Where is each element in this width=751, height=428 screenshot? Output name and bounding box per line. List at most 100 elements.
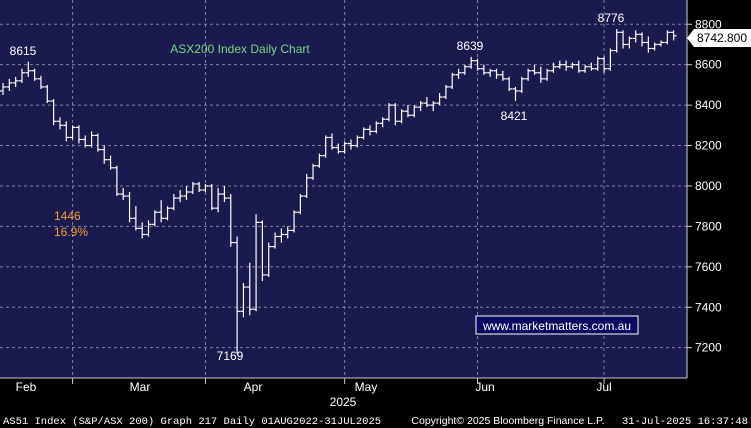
- ohlc-bar: [291, 210, 298, 233]
- ohlc-bar: [265, 242, 272, 277]
- ohlc-bar: [316, 153, 323, 168]
- ohlc-bar: [303, 173, 310, 199]
- ohlc-bar: [126, 192, 133, 223]
- ohlc-bar: [259, 220, 266, 281]
- y-tick-label: 8800: [695, 17, 722, 31]
- ohlc-bar: [563, 60, 570, 71]
- ohlc-bar: [145, 220, 152, 237]
- ohlc-bar: [385, 103, 392, 122]
- ohlc-bar: [442, 84, 449, 100]
- ohlc-bar: [544, 68, 551, 81]
- footer-center: Copyright© 2025 Bloomberg Finance L.P.: [411, 415, 604, 427]
- y-tick-label: 8200: [695, 139, 722, 153]
- y-tick-label: 8000: [695, 179, 722, 193]
- ohlc-bar: [493, 68, 500, 79]
- x-tick-label: Jun: [475, 380, 494, 394]
- ohlc-bar: [392, 103, 399, 126]
- ohlc-bar: [284, 226, 291, 239]
- ohlc-bar: [354, 135, 361, 148]
- ohlc-bars: [0, 29, 677, 354]
- ohlc-bar: [50, 99, 57, 126]
- ohlc-bar: [360, 127, 367, 140]
- ohlc-bar: [423, 97, 430, 108]
- ohlc-bar: [613, 29, 620, 53]
- ohlc-bar: [417, 101, 424, 112]
- footer-bar: [0, 410, 751, 428]
- ohlc-bar: [404, 105, 411, 118]
- watermark-text: www.marketmatters.com.au: [482, 319, 631, 333]
- ohlc-bar: [329, 133, 336, 150]
- ohlc-bar: [63, 121, 70, 142]
- ohlc-bar: [449, 72, 456, 89]
- ohlc-bar: [221, 185, 228, 203]
- year-label: 2025: [330, 395, 357, 409]
- annotation-drop-pct: 16.9%: [54, 225, 88, 239]
- annotation-low-jun: 8421: [501, 109, 528, 123]
- ohlc-bar: [556, 60, 563, 69]
- last-price-label: 8742.800: [697, 31, 747, 45]
- ohlc-bar: [170, 194, 177, 211]
- ohlc-bar: [588, 62, 595, 71]
- ohlc-bar: [101, 145, 108, 164]
- ohlc-bar: [626, 36, 633, 49]
- ohlc-bar: [44, 84, 51, 104]
- ohlc-bar: [639, 32, 646, 47]
- ohlc-bar: [246, 262, 253, 316]
- ohlc-bar: [651, 42, 658, 51]
- ohlc-bar: [506, 76, 513, 91]
- y-tick-label: 8600: [695, 58, 722, 72]
- ohlc-bar: [594, 56, 601, 71]
- ohlc-bar: [632, 30, 639, 43]
- x-axis-ticks: Feb Mar Apr May Jun Jul: [16, 378, 612, 394]
- ohlc-bar: [177, 190, 184, 203]
- y-tick-label: 7600: [695, 260, 722, 274]
- ohlc-bar: [6, 78, 13, 91]
- ohlc-bar: [240, 282, 247, 318]
- ohlc-bar: [512, 86, 519, 101]
- ohlc-bar: [234, 236, 241, 354]
- x-tick-label: Mar: [130, 380, 151, 394]
- ohlc-bar: [151, 210, 158, 227]
- ohlc-bar: [341, 141, 348, 154]
- ohlc-bar: [582, 64, 589, 73]
- ohlc-bar: [139, 222, 146, 239]
- ohlc-bar: [607, 48, 614, 71]
- x-tick-label: Jul: [596, 380, 611, 394]
- ohlc-bar: [196, 181, 203, 193]
- ohlc-bar: [658, 40, 665, 47]
- ohlc-bar: [645, 36, 652, 53]
- ohlc-bar: [322, 135, 329, 158]
- ohlc-bar: [347, 139, 354, 150]
- ohlc-bar: [12, 76, 19, 87]
- ohlc-bar: [94, 133, 101, 152]
- ohlc-bar: [56, 117, 63, 130]
- annotation-high-jul: 8776: [598, 11, 625, 25]
- annotation-drop-points: 1446: [54, 209, 81, 223]
- ohlc-bar: [183, 185, 190, 201]
- ohlc-bar: [31, 68, 38, 81]
- ohlc-bar: [69, 125, 76, 140]
- ohlc-bar: [670, 30, 677, 41]
- ohlc-bar: [531, 64, 538, 75]
- ohlc-bar: [253, 214, 260, 312]
- ohlc-bar: [335, 143, 342, 154]
- x-tick-label: Feb: [16, 380, 37, 394]
- ohlc-bar: [366, 125, 373, 136]
- ohlc-bar: [88, 131, 95, 148]
- ohlc-bar: [113, 165, 120, 197]
- y-tick-label: 8400: [695, 98, 722, 112]
- ohlc-bar: [518, 76, 525, 93]
- ohlc-bar: [75, 125, 82, 144]
- ohlc-bar: [664, 30, 671, 45]
- y-tick-label: 7800: [695, 219, 722, 233]
- x-tick-label: Apr: [244, 380, 263, 394]
- ohlc-bar: [37, 75, 44, 89]
- ohlc-bar: [202, 183, 209, 193]
- ohlc-bar: [208, 183, 215, 211]
- watermark-box: [475, 315, 639, 335]
- ohlc-bar: [468, 56, 475, 69]
- ohlc-bar: [164, 206, 171, 221]
- ohlc-bar: [132, 206, 139, 231]
- ohlc-bar: [601, 56, 608, 73]
